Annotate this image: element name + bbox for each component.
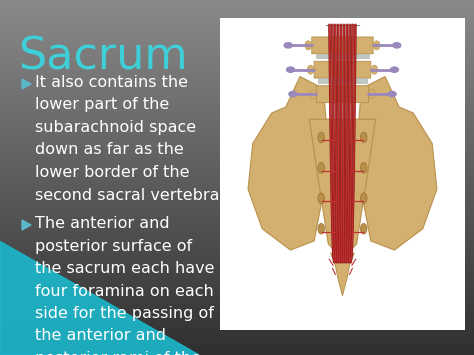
Ellipse shape [360,193,367,204]
Polygon shape [22,220,31,230]
Text: The anterior and: The anterior and [35,216,170,231]
Ellipse shape [374,41,380,50]
Text: the sacrum each have: the sacrum each have [35,261,215,276]
Ellipse shape [318,223,325,234]
Ellipse shape [307,65,314,74]
Ellipse shape [360,163,367,173]
Bar [319,78,366,83]
Ellipse shape [360,223,367,234]
Text: side for the passing of: side for the passing of [35,306,214,321]
Ellipse shape [286,66,295,73]
Text: second sacral vertebra.: second sacral vertebra. [35,187,225,202]
Ellipse shape [387,91,397,97]
Polygon shape [248,77,328,250]
Ellipse shape [369,89,375,99]
Ellipse shape [371,65,378,74]
Text: lower part of the: lower part of the [35,98,169,113]
Bar [220,18,465,330]
FancyBboxPatch shape [312,37,373,54]
FancyBboxPatch shape [314,61,371,78]
Text: lower border of the: lower border of the [35,165,190,180]
Ellipse shape [288,91,298,97]
Text: the anterior and: the anterior and [35,328,166,344]
Polygon shape [356,77,437,250]
Ellipse shape [318,132,325,143]
Ellipse shape [305,41,311,50]
Text: posterior rami of the: posterior rami of the [35,351,201,355]
Ellipse shape [392,42,401,49]
Text: posterior surface of: posterior surface of [35,239,192,253]
Ellipse shape [360,132,367,143]
FancyBboxPatch shape [317,86,368,103]
Bar [316,54,369,58]
Text: four foramina on each: four foramina on each [35,284,214,299]
Polygon shape [0,241,199,355]
Ellipse shape [318,163,325,173]
Text: subarachnoid space: subarachnoid space [35,120,196,135]
Ellipse shape [283,42,293,49]
Ellipse shape [318,193,325,204]
Polygon shape [22,79,31,89]
Polygon shape [310,119,375,259]
Polygon shape [331,253,354,296]
Text: It also contains the: It also contains the [35,75,188,90]
Text: Sacrum: Sacrum [18,35,188,78]
Ellipse shape [390,66,399,73]
Ellipse shape [310,89,316,99]
Text: down as far as the: down as far as the [35,142,184,158]
